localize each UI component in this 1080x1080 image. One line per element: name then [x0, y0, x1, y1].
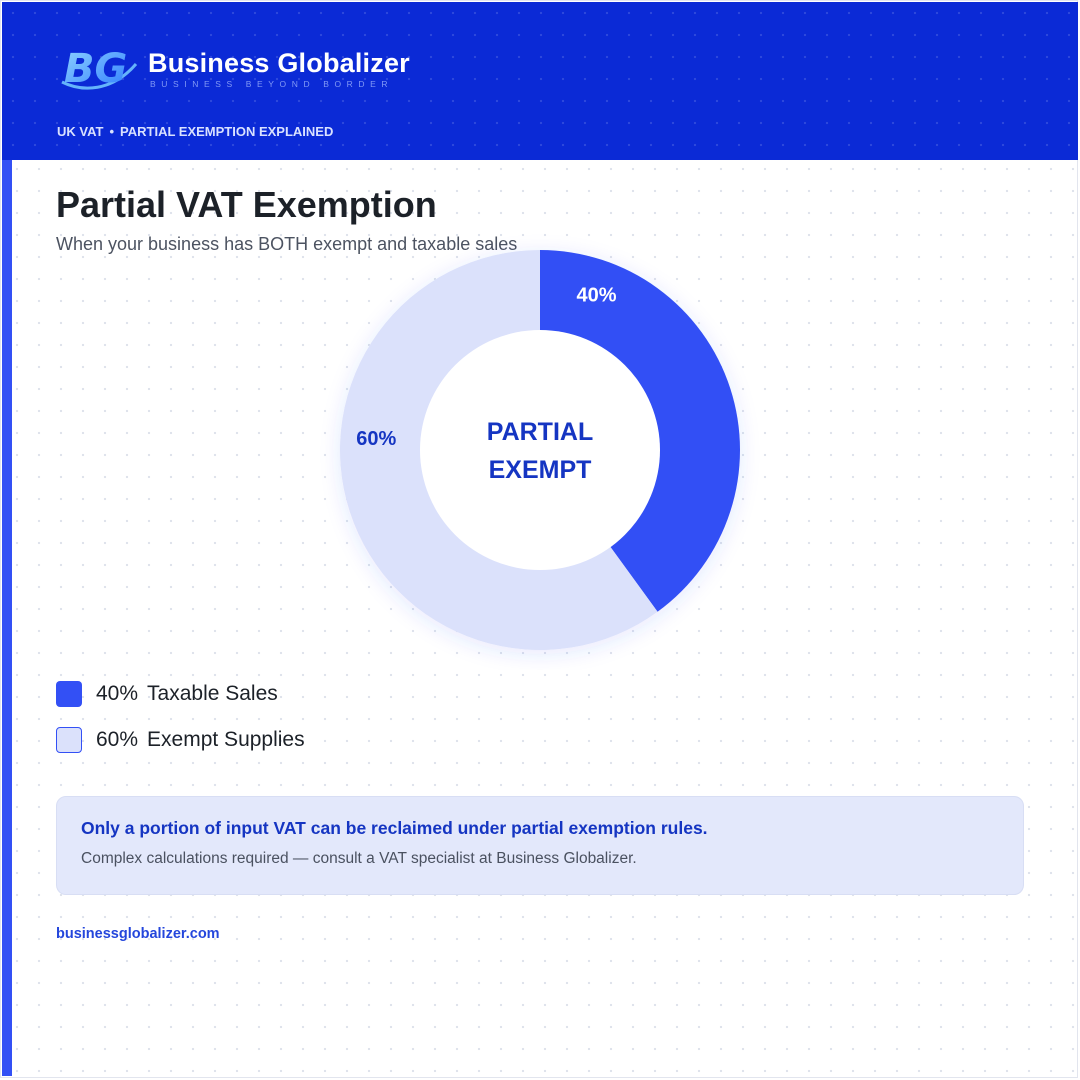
- center-label-line-1: PARTIAL: [487, 418, 593, 446]
- legend-pct-taxable: 40%: [96, 682, 139, 705]
- legend-item-taxable-sales: 40% Taxable Sales: [56, 680, 305, 708]
- slice-label-exempt-supplies: 60%: [356, 428, 396, 450]
- left-accent-bar: [2, 160, 12, 1076]
- legend-swatch-taxable: [56, 681, 82, 707]
- breadcrumb-separator: •: [109, 124, 115, 139]
- website-link[interactable]: businessglobalizer.com: [56, 926, 220, 942]
- slice-label-taxable-sales: 40%: [577, 284, 617, 306]
- legend-pct-exempt: 60%: [96, 728, 139, 751]
- page-subtitle: When your business has BOTH exempt and t…: [56, 234, 518, 254]
- breadcrumb-item-uk-vat: UK VAT: [57, 124, 104, 139]
- breadcrumb: UK VAT • PARTIAL EXEMPTION EXPLAINED: [57, 124, 333, 139]
- logo-text: BG: [64, 46, 127, 92]
- slice-labels: 40% 60%: [356, 284, 616, 450]
- legend-item-exempt-supplies: 60% Exempt Supplies: [56, 726, 305, 754]
- brand-logo[interactable]: BG: [60, 42, 138, 94]
- callout-title: Only a portion of input VAT can be recla…: [81, 818, 708, 838]
- breadcrumb-item-topic: PARTIAL EXEMPTION EXPLAINED: [120, 124, 334, 139]
- header-banner: BG Business Globalizer BUSINESS BEYOND B…: [2, 2, 1078, 160]
- page-title: Partial VAT Exemption: [56, 184, 437, 225]
- legend-label-taxable: Taxable Sales: [147, 682, 278, 705]
- donut-hole: [420, 330, 660, 570]
- legend-swatch-exempt: [56, 727, 82, 753]
- info-callout: Only a portion of input VAT can be recla…: [56, 796, 1024, 895]
- donut-chart: 40% 60% PARTIAL EXEMPT: [339, 250, 740, 650]
- callout-body: Complex calculations required — consult …: [81, 850, 637, 867]
- center-label-line-2: EXEMPT: [489, 456, 592, 484]
- brand-name: Business Globalizer: [148, 48, 410, 78]
- legend-label-exempt: Exempt Supplies: [147, 728, 305, 751]
- chart-legend: 40% Taxable Sales 60% Exempt Supplies: [56, 680, 305, 772]
- brand-tagline: BUSINESS BEYOND BORDER: [150, 79, 394, 89]
